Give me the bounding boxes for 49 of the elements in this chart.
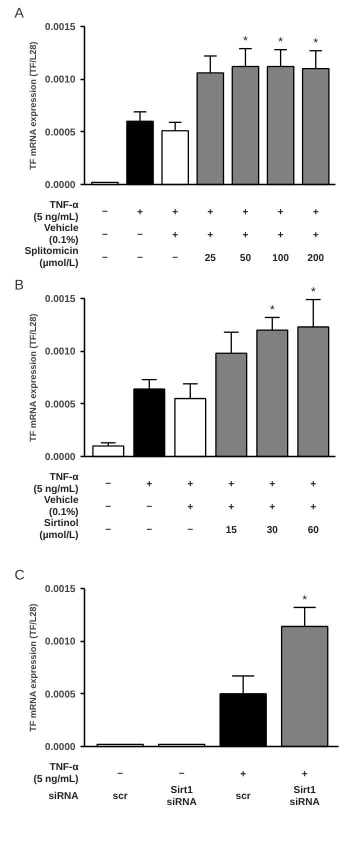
text: Splitomicin (µmol/L) bbox=[24, 246, 79, 270]
y-tick-label: 0.0000 bbox=[44, 180, 76, 191]
y-tick-label: 0.0005 bbox=[44, 689, 76, 700]
text: siRNA bbox=[48, 791, 79, 802]
category-label: + + 30 bbox=[266, 479, 278, 536]
category-label: – scr bbox=[112, 768, 128, 802]
text: TNF-α (5 ng/mL) bbox=[34, 200, 80, 224]
y-tick-label: 0.0015 bbox=[44, 294, 76, 305]
text: Vehicle (0.1%) bbox=[44, 494, 79, 518]
x-tick-label: – Sirt1 siRNA bbox=[166, 768, 197, 808]
y-tick-label: 0.0015 bbox=[44, 584, 76, 595]
category-label: + + 200 bbox=[307, 207, 324, 264]
category-label: + + 60 bbox=[308, 479, 319, 536]
x-tick-label: + scr bbox=[236, 769, 251, 802]
annotation: * bbox=[270, 302, 275, 316]
category-label: + – – bbox=[137, 207, 143, 263]
category-label: + + 25 bbox=[204, 207, 216, 264]
category-label: – – – bbox=[106, 478, 112, 535]
y-tick-label: 0.0005 bbox=[44, 127, 76, 138]
category-label: + – – bbox=[146, 479, 152, 535]
category-label: + + – bbox=[172, 207, 178, 263]
category-label: + + 50 bbox=[240, 207, 252, 264]
annotation: * bbox=[313, 36, 318, 50]
category-label: + + 15 bbox=[226, 479, 237, 536]
y-tick-label: 0.0000 bbox=[44, 452, 76, 463]
y-tick-label: 0.0010 bbox=[44, 74, 76, 86]
chart-title: C bbox=[14, 566, 25, 582]
annotation: * bbox=[302, 592, 308, 606]
y-axis-title: TF mRNA expression (TF/L28) bbox=[28, 42, 38, 170]
annotation: * bbox=[278, 34, 284, 49]
annotation: * bbox=[243, 34, 248, 48]
text: Sirtinol (µmol/L) bbox=[39, 518, 79, 542]
y-tick-label: 0.0010 bbox=[44, 636, 76, 648]
y-axis-title: TF mRNA expression (TF/L28) bbox=[28, 314, 38, 442]
y-tick-label: 0.0000 bbox=[44, 742, 76, 753]
text: TNF-α (5 ng/mL) bbox=[34, 472, 80, 496]
chart-title: A bbox=[14, 4, 24, 20]
y-tick-label: 0.0015 bbox=[44, 22, 76, 33]
x-tick-label: + Sirt1 siRNA bbox=[290, 769, 320, 808]
y-tick-label: 0.0005 bbox=[44, 399, 76, 410]
text: Vehicle (0.1%) bbox=[44, 222, 79, 246]
category-label: – – – bbox=[102, 206, 108, 263]
y-tick-label: 0.0010 bbox=[44, 346, 76, 358]
category-label: + + – bbox=[187, 479, 194, 535]
y-axis-title: TF mRNA expression (TF/L28) bbox=[28, 604, 38, 732]
chart-title: B bbox=[14, 276, 24, 292]
category-label: + + 100 bbox=[272, 207, 289, 264]
annotation: * bbox=[310, 284, 316, 299]
text: TNF-α (5 ng/mL) bbox=[34, 762, 80, 786]
